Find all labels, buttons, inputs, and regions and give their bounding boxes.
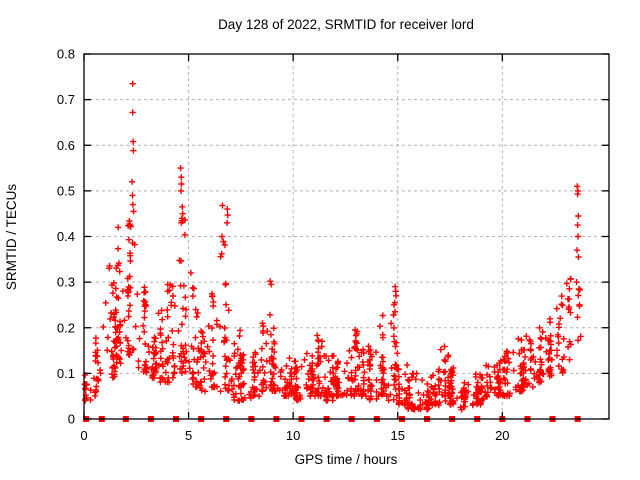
y-tick-label: 0.7 (57, 92, 75, 107)
y-tick-label: 0.4 (57, 229, 75, 244)
y-tick-label: 0.6 (57, 138, 75, 153)
y-tick-label: 0.1 (57, 366, 75, 381)
y-tick-label: 0 (68, 412, 75, 427)
x-tick-label: 20 (495, 428, 509, 443)
y-tick-label: 0.2 (57, 320, 75, 335)
x-tick-label: 0 (80, 428, 87, 443)
x-axis-label: GPS time / hours (295, 452, 398, 467)
plot-border (83, 53, 610, 420)
y-axis-label: SRMTID / TECUs (4, 184, 19, 291)
x-tick-label: 15 (391, 428, 405, 443)
y-tick-label: 0.5 (57, 183, 75, 198)
srmtid-plus-markers (81, 80, 584, 413)
tick-labels: 0 0.1 0.2 0.3 0.4 0.5 0.6 0.7 0.8 0 5 10 15 20 (57, 47, 510, 444)
y-tick-label: 0.8 (57, 47, 75, 62)
x-tick-label: 10 (286, 428, 300, 443)
series-srmtid-points (81, 80, 584, 413)
x-tick-label: 5 (185, 428, 192, 443)
y-tick-label: 0.3 (57, 275, 75, 290)
chart-title: Day 128 of 2022, SRMTID for receiver lor… (218, 17, 474, 32)
gridlines (84, 54, 609, 419)
